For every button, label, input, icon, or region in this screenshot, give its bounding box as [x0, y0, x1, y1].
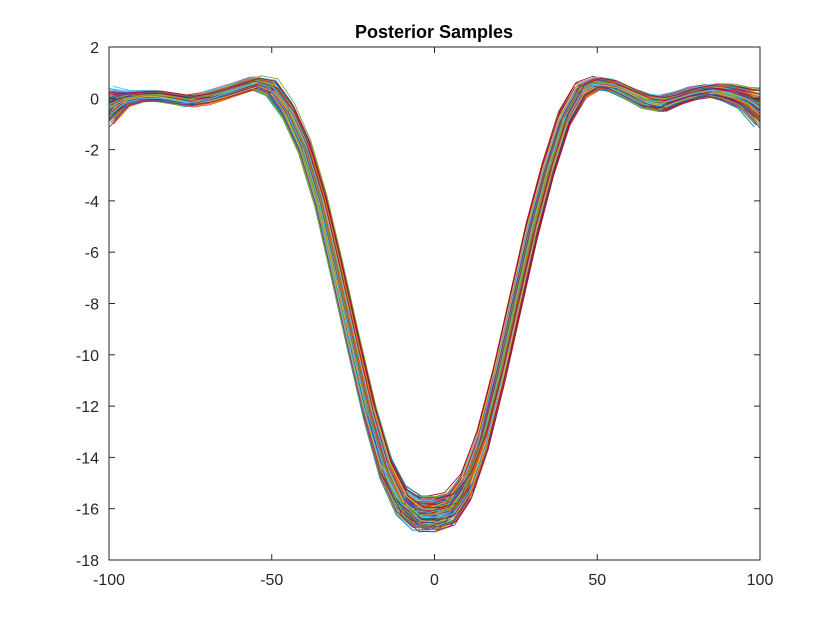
y-tick-label: -4	[85, 194, 99, 211]
y-tick-label: -12	[76, 399, 99, 416]
y-tick-label: -8	[85, 297, 99, 314]
x-tick-label: -50	[260, 572, 283, 589]
y-tick-label: 0	[90, 91, 99, 108]
x-tick-label: 50	[588, 572, 606, 589]
y-tick-label: 2	[90, 40, 99, 57]
posterior-sample-line	[112, 77, 760, 500]
series-lines	[109, 75, 760, 533]
y-axis-ticks: 2 0 -2 -4 -6 -8 -10 -12 -14 -16 -18	[76, 40, 760, 570]
chart-title: Posterior Samples	[355, 22, 513, 42]
posterior-sample-line	[110, 88, 760, 528]
posterior-sample-line	[111, 84, 760, 523]
y-tick-label: -18	[76, 553, 99, 570]
x-tick-label: -100	[93, 572, 125, 589]
y-tick-label: -16	[76, 502, 99, 519]
x-tick-label: 0	[430, 572, 439, 589]
axes-background	[109, 47, 760, 560]
posterior-sample-line	[109, 78, 760, 504]
posterior-sample-line	[109, 79, 760, 515]
plot-area: -100 -50 0 50 100 2 0 -2 -4 -6 -8 -10 -12 -14 -16 -18	[76, 40, 774, 589]
y-tick-label: -6	[85, 245, 99, 262]
y-tick-label: -14	[76, 450, 99, 467]
y-tick-label: -10	[76, 348, 99, 365]
y-tick-label: -2	[85, 143, 99, 160]
posterior-sample-line	[110, 82, 760, 519]
x-tick-label: 100	[747, 572, 774, 589]
x-axis-ticks: -100 -50 0 50 100	[93, 47, 773, 589]
